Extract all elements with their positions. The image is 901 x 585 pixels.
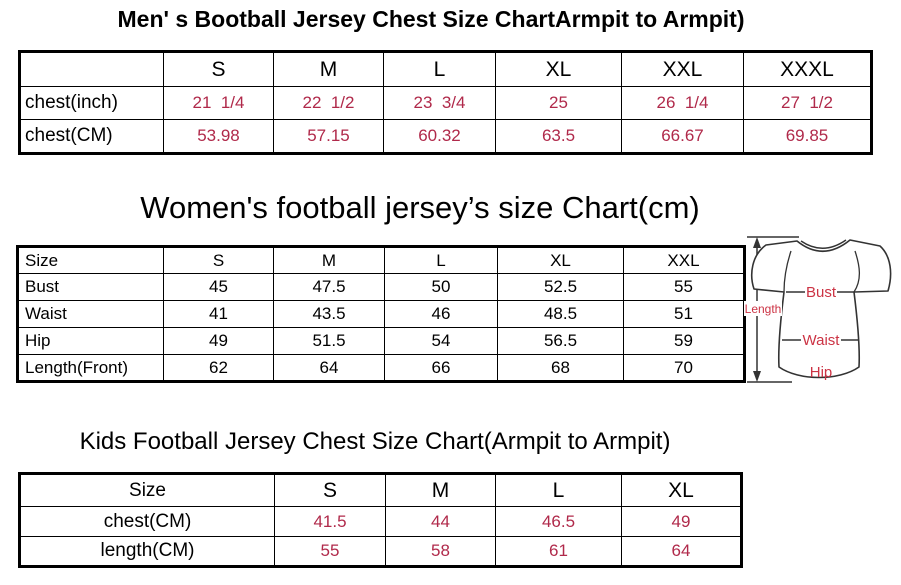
bust-label: Bust	[806, 284, 837, 301]
table-cell: 60.32	[383, 119, 496, 154]
column-header: XXL	[621, 51, 744, 87]
table-cell: 43.5	[273, 300, 385, 328]
table-cell: 26 1/4	[621, 86, 744, 120]
table-cell: 41	[163, 300, 274, 328]
kids-header-row: Size S M L XL	[19, 473, 742, 507]
table-cell: 27 1/2	[743, 86, 872, 120]
table-cell: 53.98	[163, 119, 274, 154]
table-row: chest(inch) 21 1/4 22 1/2 23 3/4 25 26 1…	[19, 86, 872, 120]
table-cell: 52.5	[497, 273, 624, 301]
row-label: Hip	[17, 327, 164, 355]
table-cell: 58	[385, 536, 496, 567]
column-header: M	[273, 246, 385, 274]
table-cell: 66	[384, 354, 498, 382]
column-header: L	[383, 51, 496, 87]
table-cell: 69.85	[743, 119, 872, 154]
table-row: Waist 41 43.5 46 48.5 51	[17, 300, 745, 328]
table-cell: 68	[497, 354, 624, 382]
table-cell: 44	[385, 506, 496, 537]
table-cell: 64	[621, 536, 742, 567]
column-header: S	[163, 51, 274, 87]
womens-size-table: Size S M L XL XXL Bust 45 47.5 50 52.5 5…	[16, 245, 746, 383]
column-header: XL	[495, 51, 622, 87]
table-row: Bust 45 47.5 50 52.5 55	[17, 273, 745, 301]
table-row: Length(Front) 62 64 66 68 70	[17, 354, 745, 382]
womens-chart-title: Women's football jersey’s size Chart(cm)	[140, 190, 700, 225]
table-cell: 22 1/2	[273, 86, 384, 120]
table-cell: 56.5	[497, 327, 624, 355]
table-cell: 45	[163, 273, 274, 301]
table-cell: 55	[623, 273, 745, 301]
table-cell: 21 1/4	[163, 86, 274, 120]
row-label: Length(Front)	[17, 354, 164, 382]
table-row: Hip 49 51.5 54 56.5 59	[17, 327, 745, 355]
tshirt-measurement-diagram: Length Bust Waist Hip	[744, 234, 901, 386]
table-cell: 23 3/4	[383, 86, 496, 120]
table-row: chest(CM) 41.5 44 46.5 49	[19, 506, 742, 537]
column-header: S	[163, 246, 274, 274]
kids-size-table: Size S M L XL chest(CM) 41.5 44 46.5 49 …	[18, 472, 743, 568]
column-header: M	[385, 473, 496, 507]
column-header: XL	[497, 246, 624, 274]
table-cell: 61	[495, 536, 622, 567]
mens-chart-title: Men' s Bootball Jersey Chest Size ChartA…	[117, 6, 745, 32]
table-cell: 51.5	[273, 327, 385, 355]
table-row: chest(CM) 53.98 57.15 60.32 63.5 66.67 6…	[19, 119, 872, 154]
column-header: Size	[17, 246, 164, 274]
table-cell: 25	[495, 86, 622, 120]
column-header: L	[384, 246, 498, 274]
table-cell: 62	[163, 354, 274, 382]
table-cell: 63.5	[495, 119, 622, 154]
column-header: M	[273, 51, 384, 87]
column-header: Size	[19, 473, 275, 507]
column-header: S	[274, 473, 386, 507]
column-header: XL	[621, 473, 742, 507]
table-cell: 55	[274, 536, 386, 567]
column-header: XXXL	[743, 51, 872, 87]
table-cell: 41.5	[274, 506, 386, 537]
table-cell: 59	[623, 327, 745, 355]
table-cell: 46	[384, 300, 498, 328]
length-label: Length	[745, 302, 782, 316]
row-label: chest(CM)	[19, 119, 164, 154]
mens-size-table: S M L XL XXL XXXL chest(inch) 21 1/4 22 …	[18, 50, 873, 155]
table-cell: 70	[623, 354, 745, 382]
table-cell: 64	[273, 354, 385, 382]
column-header: XXL	[623, 246, 745, 274]
column-header: L	[495, 473, 622, 507]
row-label: chest(inch)	[19, 86, 164, 120]
table-cell: 66.67	[621, 119, 744, 154]
tshirt-icon: Length Bust Waist Hip	[744, 236, 892, 383]
mens-header-row: S M L XL XXL XXXL	[19, 51, 872, 87]
row-label: Bust	[17, 273, 164, 301]
table-cell: 54	[384, 327, 498, 355]
table-cell: 46.5	[495, 506, 622, 537]
row-label: chest(CM)	[19, 506, 275, 537]
table-cell: 49	[621, 506, 742, 537]
kids-chart-title: Kids Football Jersey Chest Size Chart(Ar…	[79, 428, 671, 455]
row-label: length(CM)	[19, 536, 275, 567]
table-cell: 51	[623, 300, 745, 328]
table-cell: 47.5	[273, 273, 385, 301]
waist-label: Waist	[803, 332, 841, 349]
womens-header-row: Size S M L XL XXL	[17, 246, 745, 274]
table-cell: 50	[384, 273, 498, 301]
hip-label: Hip	[810, 364, 833, 381]
table-cell: 49	[163, 327, 274, 355]
table-row: length(CM) 55 58 61 64	[19, 536, 742, 567]
table-cell: 57.15	[273, 119, 384, 154]
row-label: Waist	[17, 300, 164, 328]
column-header	[19, 51, 164, 87]
table-cell: 48.5	[497, 300, 624, 328]
